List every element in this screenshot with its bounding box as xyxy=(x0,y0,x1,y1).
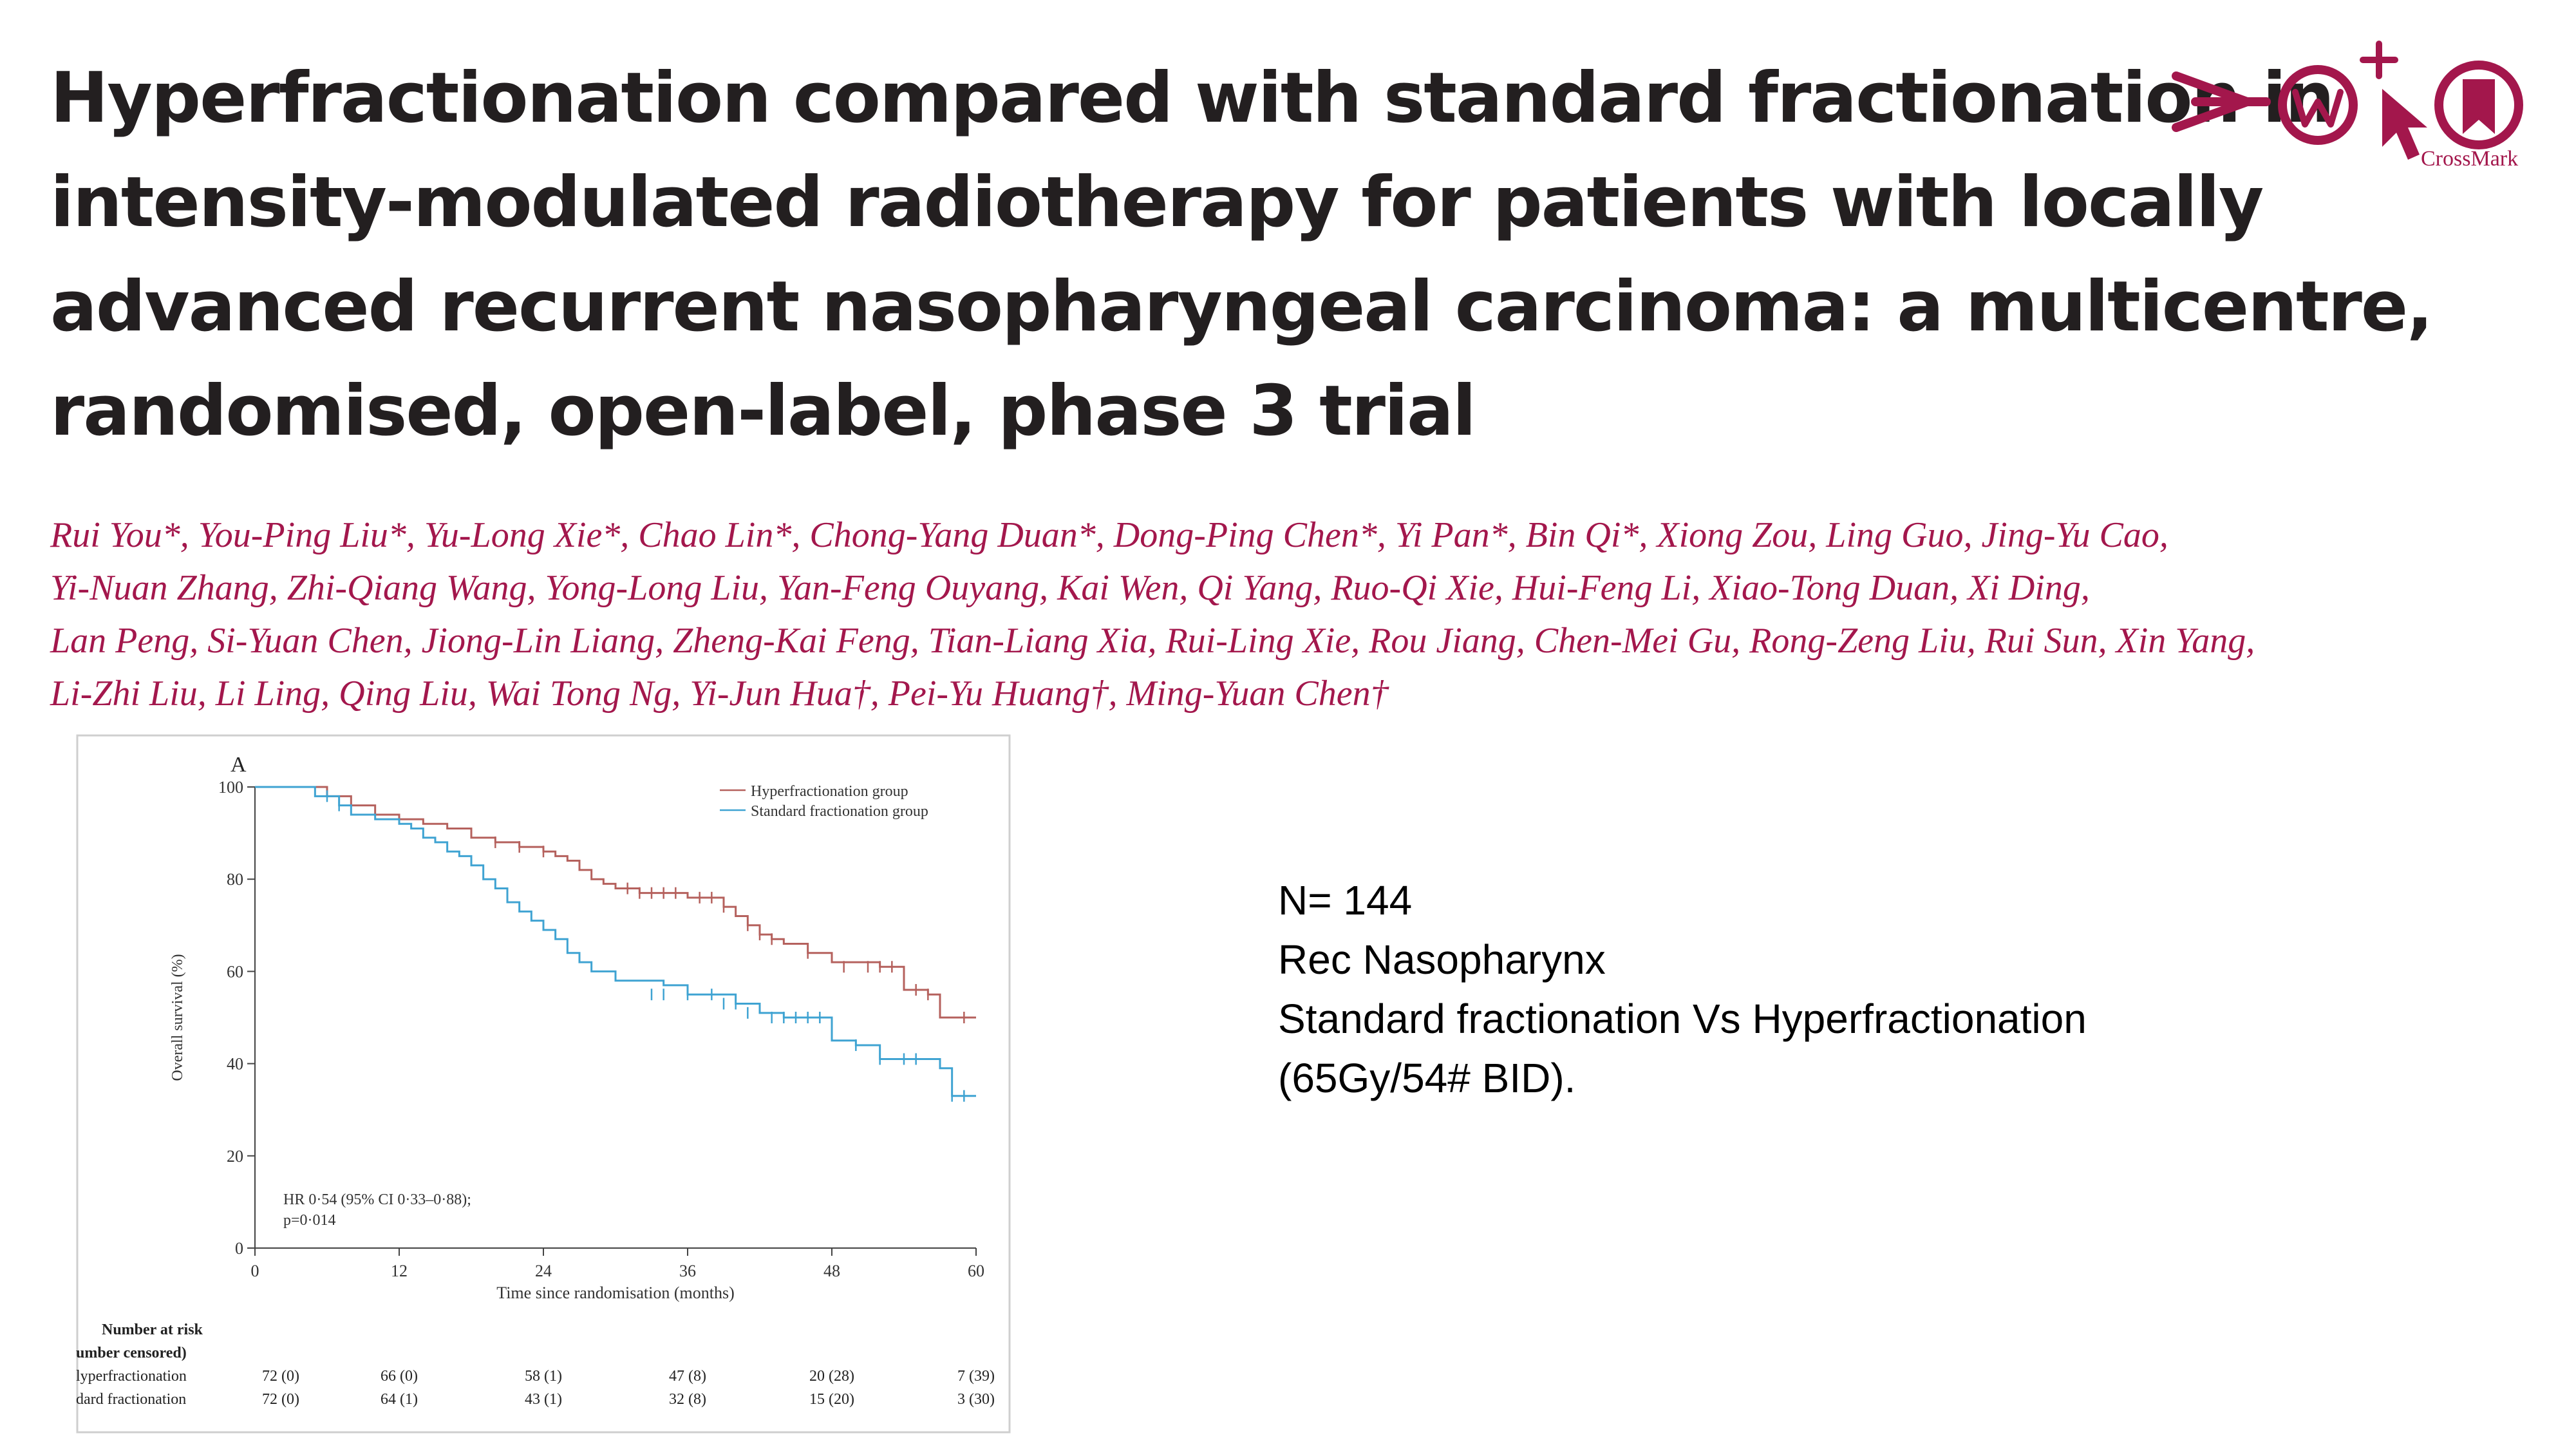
notes-line-1: N= 144 xyxy=(1278,877,1413,923)
legend: Hyperfractionation group Standard fracti… xyxy=(720,783,928,820)
risk-table-cell: 47 (8) xyxy=(669,1368,706,1385)
authors-line-3: Lan Peng, Si-Yuan Chen, Jiong-Lin Liang,… xyxy=(50,621,2255,661)
y-tick-label: 20 xyxy=(227,1147,243,1166)
x-axis-label: Time since randomisation (months) xyxy=(496,1283,735,1302)
km-survival-chart: A 0 20 40 60 80 100 0 12 24 36 48 60 Overall survi… xyxy=(76,734,1011,1434)
censor-marks-standard-fractionation xyxy=(326,790,965,1102)
title-line-1: Hyperfractionation compared with standar… xyxy=(50,58,2335,138)
legend-label-standard: Standard fractionation group xyxy=(751,803,928,820)
hr-annotation-line-1: HR 0·54 (95% CI 0·33–0·88); xyxy=(283,1191,471,1208)
x-tick-label: 24 xyxy=(535,1262,552,1280)
crossmark-logo[interactable] xyxy=(2170,37,2530,179)
x-tick-group: 0 12 24 36 48 60 xyxy=(251,1248,984,1280)
title-line-2: intensity-modulated radiotherapy for pat… xyxy=(50,162,2264,243)
notes-line-2: Rec Nasopharynx xyxy=(1278,936,1606,983)
risk-row-label-standard: dard fractionation xyxy=(76,1391,186,1408)
risk-row-label-hyper: lyperfractionation xyxy=(76,1368,187,1385)
risk-table-header-1: Number at risk xyxy=(102,1321,203,1338)
article-title: Hyperfractionation compared with standar… xyxy=(50,46,2433,464)
y-tick-label: 0 xyxy=(235,1239,243,1258)
risk-table-cell: 72 (0) xyxy=(262,1391,299,1408)
risk-table-cell: 72 (0) xyxy=(262,1368,299,1385)
x-tick-label: 48 xyxy=(823,1262,840,1280)
legend-label-hyper: Hyperfractionation group xyxy=(751,783,908,800)
risk-table-header-2: umber censored) xyxy=(76,1345,187,1361)
risk-table-values: 72 (0) 66 (0) 58 (1) 47 (8) 20 (28) 7 (39) 72 … xyxy=(262,1368,995,1408)
y-tick-label: 40 xyxy=(227,1055,243,1074)
authors-line-4: Li-Zhi Liu, Li Ling, Qing Liu, Wai Tong … xyxy=(50,674,1389,714)
slide-notes: N= 144 Rec Nasopharynx Standard fraction… xyxy=(1278,871,2087,1108)
authors-line-1: Rui You*, You-Ping Liu*, Yu-Long Xie*, C… xyxy=(50,515,2168,555)
risk-table-cell: 7 (39) xyxy=(957,1368,995,1385)
authors-line-2: Yi-Nuan Zhang, Zhi-Qiang Wang, Yong-Long… xyxy=(50,568,2090,608)
risk-table-cell: 64 (1) xyxy=(381,1391,418,1408)
y-tick-label: 60 xyxy=(227,962,243,981)
crossmark-label: CrossMark xyxy=(2421,147,2519,171)
cursor-icon xyxy=(2382,89,2427,160)
plus-icon xyxy=(2360,41,2398,79)
author-list: Rui You*, You-Ping Liu*, Yu-Long Xie*, C… xyxy=(50,509,2255,720)
y-axis-label: Overall survival (%) xyxy=(169,954,186,1081)
y-tick-group: 0 20 40 60 80 100 xyxy=(218,778,255,1258)
risk-table-cell: 43 (1) xyxy=(525,1391,562,1408)
x-tick-label: 0 xyxy=(251,1262,259,1280)
bookmark-circle-icon xyxy=(2434,61,2523,149)
series-line-standard-fractionation xyxy=(255,786,976,1097)
series-line-hyperfractionation xyxy=(255,786,976,1019)
arrow-icon xyxy=(2172,71,2271,132)
figure-frame xyxy=(76,734,1011,1434)
risk-table-cell: 3 (30) xyxy=(957,1391,995,1408)
hr-annotation-line-2: p=0·014 xyxy=(283,1212,336,1229)
risk-table-cell: 15 (20) xyxy=(809,1391,854,1408)
risk-table-cell: 20 (28) xyxy=(809,1368,854,1385)
risk-table-cell: 58 (1) xyxy=(525,1368,562,1385)
x-tick-label: 36 xyxy=(679,1262,696,1280)
risk-table-cell: 66 (0) xyxy=(381,1368,418,1385)
title-line-3: advanced recurrent nasopharyngeal carcin… xyxy=(50,267,2433,347)
notes-line-3: Standard fractionation Vs Hyperfractiona… xyxy=(1278,996,2087,1042)
panel-label: A xyxy=(230,753,247,777)
x-tick-label: 12 xyxy=(391,1262,408,1280)
title-line-4: randomised, open-label, phase 3 trial xyxy=(50,371,1476,451)
risk-table-cell: 32 (8) xyxy=(669,1391,706,1408)
censor-marks-hyperfractionation xyxy=(494,836,965,1023)
y-tick-label: 100 xyxy=(218,778,243,797)
y-tick-label: 80 xyxy=(227,870,243,889)
x-tick-label: 60 xyxy=(968,1262,984,1280)
notes-line-4: (65Gy/54# BID). xyxy=(1278,1055,1576,1101)
w-circle-icon xyxy=(2278,65,2358,145)
